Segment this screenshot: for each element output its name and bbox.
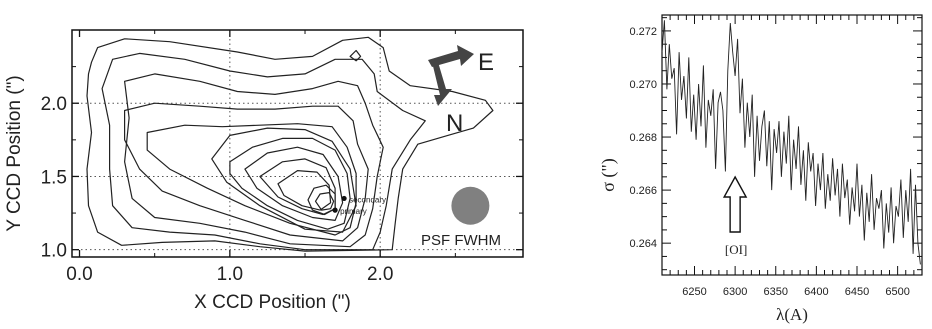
contour-level (349, 49, 362, 62)
contour-plot-frame (71, 29, 524, 258)
contour-level (123, 73, 384, 248)
y-tick-label: 0.266 (629, 185, 657, 197)
contour-level (259, 158, 336, 216)
x-tick-label: 6450 (845, 286, 869, 298)
contour-level (86, 36, 494, 252)
contour-ticks: 0.0 1.0 2.01.01.52.0 (41, 30, 523, 285)
compass-arrows (428, 45, 474, 106)
contour-level (229, 137, 351, 230)
primary-star-dot (332, 207, 338, 213)
secondary-star-dot (341, 195, 347, 202)
star-markers: secondary primary (332, 195, 386, 216)
compass-east-label: E (478, 49, 494, 76)
oi-arrow-shape (722, 175, 748, 233)
contour-level (101, 52, 426, 251)
y-tick-label: 0.264 (629, 238, 657, 250)
contour-level (314, 192, 335, 211)
y-tick-label: 1.0 (41, 241, 67, 262)
spectrum-x-axis-label: λ(A) (776, 305, 808, 324)
spectrum-panel: 6250 6300 6350 6400 6450 6500 0.264 0.266 0.268 0… (598, 14, 923, 324)
x-tick-label: 1.0 (217, 264, 243, 285)
x-tick-label: 6300 (723, 286, 747, 298)
y-tick-label: 2.0 (41, 94, 67, 115)
east-arrow (428, 45, 474, 67)
x-tick-label: 6250 (682, 286, 706, 298)
contour-level (307, 184, 336, 216)
contour-panel: 0.0 1.0 2.01.01.52.0 E N secondaryprimary … (4, 29, 524, 313)
psf-disk (451, 186, 490, 225)
spectrum-ticks: 6250 6300 6350 6400 6450 6500 0.264 0.266 0.268 0… (629, 15, 923, 298)
secondary-star-label: secondary (349, 195, 386, 204)
oi-line-arrow (722, 175, 748, 233)
y-tick-label: 0.270 (629, 79, 657, 91)
y-tick-label: 0.268 (629, 132, 657, 144)
x-tick-label: 6500 (885, 286, 909, 298)
contour-level (244, 146, 344, 221)
contour-lines (86, 36, 494, 252)
psf-fwhm-label: PSF FWHM (421, 232, 501, 249)
contour-x-axis-label: X CCD Position (") (194, 292, 351, 313)
oi-annotation-label: [OI] (725, 242, 747, 257)
y-tick-label: 1.5 (41, 167, 67, 188)
contour-level (277, 170, 332, 211)
x-tick-label: 0.0 (66, 264, 92, 285)
spectrum-y-axis-label: σ (") (598, 158, 619, 192)
x-tick-label: 6400 (804, 286, 828, 298)
contour-level (211, 127, 357, 233)
contour-y-axis-label: Y CCD Position (") (4, 75, 25, 231)
contour-grid (72, 30, 523, 257)
primary-star-label: primary (340, 207, 367, 216)
north-arrow (432, 62, 452, 106)
x-tick-label: 6350 (764, 286, 788, 298)
compass-north-label: N (446, 110, 463, 137)
x-tick-label: 2.0 (367, 264, 393, 285)
spectrum-series-line (661, 20, 921, 265)
contour-level (123, 102, 369, 242)
y-tick-label: 0.272 (629, 26, 657, 38)
